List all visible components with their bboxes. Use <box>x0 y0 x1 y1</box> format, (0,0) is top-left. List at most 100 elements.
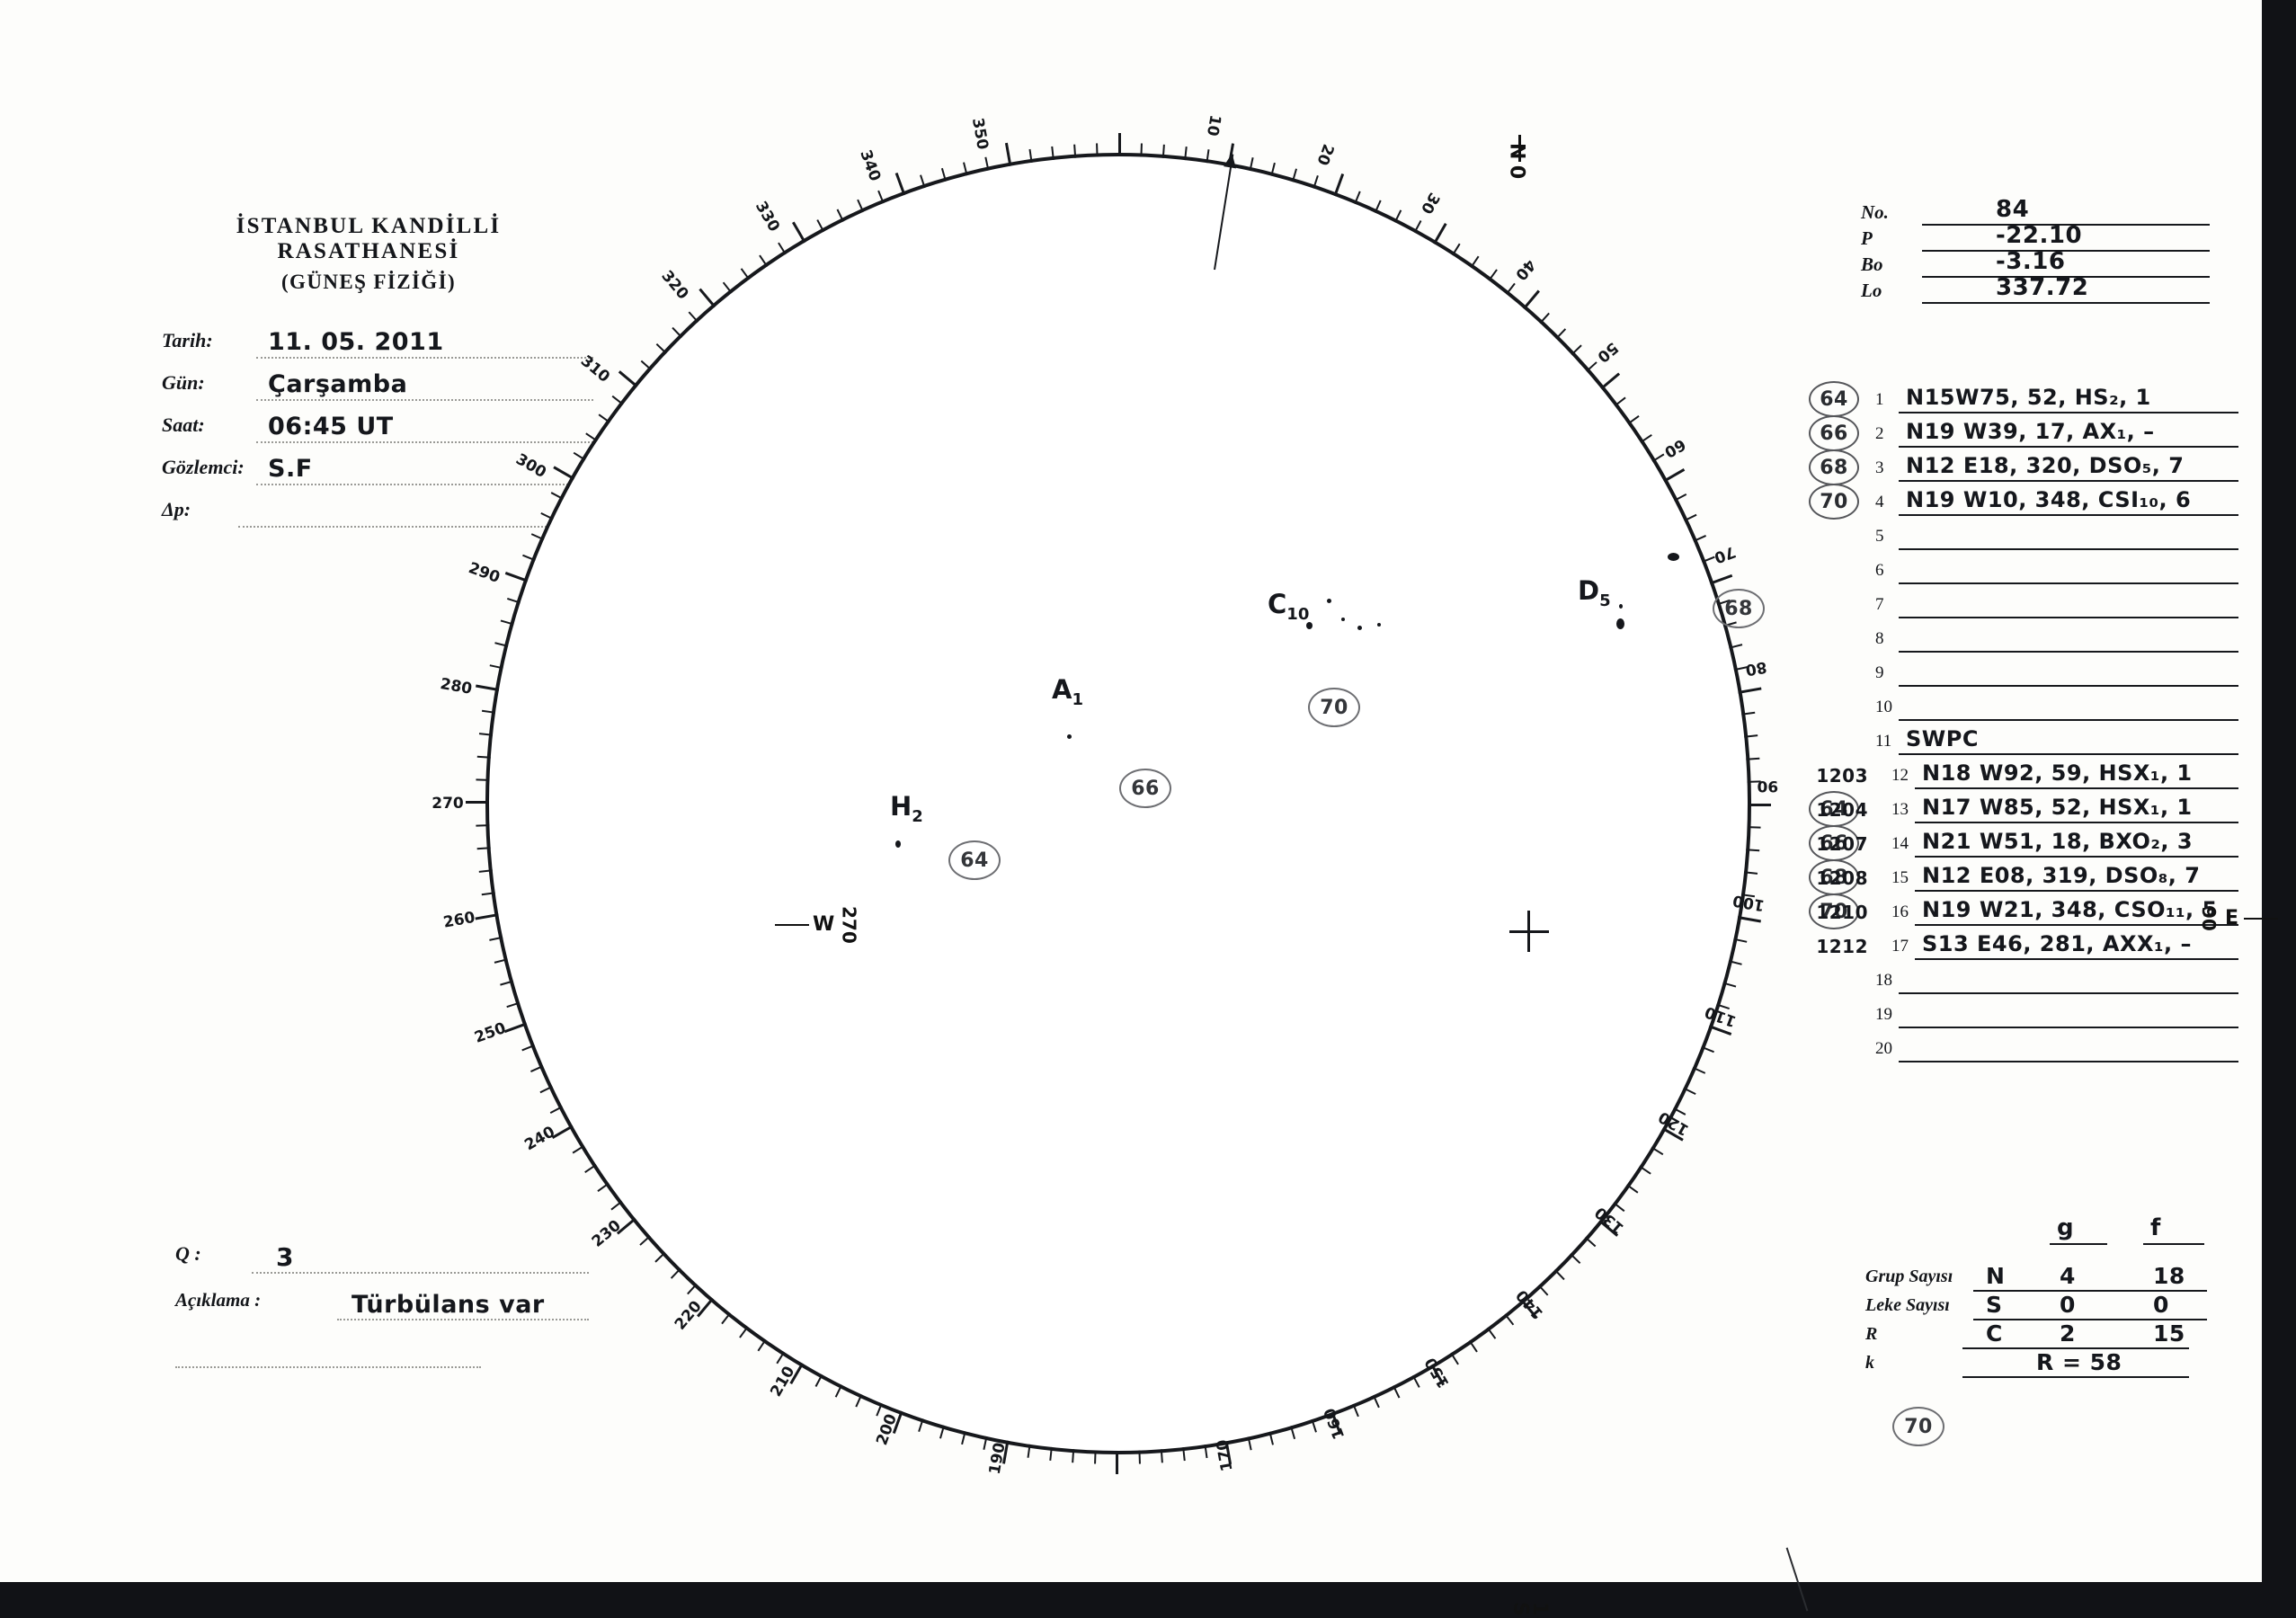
group-row[interactable]: 8 <box>1825 621 2238 655</box>
group-row-region-number: 1204 <box>1816 799 1868 821</box>
observatory-name: İSTANBUL KANDİLLİ RASATHANESİ <box>236 214 502 263</box>
degree-tick-minor <box>476 824 490 827</box>
observatory-heading: İSTANBUL KANDİLLİ RASATHANESİ (GÜNEŞ FİZ… <box>157 214 580 294</box>
param-p[interactable]: P -22.10 <box>1861 222 2210 252</box>
summary-row-spot-count[interactable]: Leke Sayısı S 0 0 <box>1865 1292 2225 1320</box>
degree-tick-minor <box>539 1085 553 1094</box>
group-row[interactable]: 11 SWPC <box>1825 724 2238 758</box>
group-row[interactable]: 7 <box>1825 587 2238 621</box>
summary-row-k-label: k <box>1865 1353 1874 1373</box>
degree-tick-minor <box>572 1144 585 1154</box>
field-delta-p[interactable]: Δp: <box>162 493 593 535</box>
summary-row-k-rule <box>1962 1376 2189 1378</box>
paper-sheet: İSTANBUL KANDİLLİ RASATHANESİ (GÜNEŞ FİZ… <box>0 0 2262 1582</box>
field-note-rule <box>337 1319 589 1320</box>
degree-label: 140 <box>1512 1285 1548 1322</box>
group-row-index: 11 <box>1875 732 1892 751</box>
field-delta-p-rule <box>238 526 593 528</box>
field-note[interactable]: Açıklama : Türbülans var <box>175 1283 589 1329</box>
group-row[interactable]: 66 2 N19 W39, 17, AX₁, – <box>1809 415 2238 451</box>
field-saat[interactable]: Saat: 06:45 UT <box>162 408 593 450</box>
group-row[interactable]: 70 4 N19 W10, 348, CSI₁₀, 6 <box>1809 484 2238 520</box>
degree-tick-major <box>792 221 806 244</box>
circled-annotation: 66 <box>1119 769 1171 808</box>
degree-label: 160 <box>1321 1405 1349 1442</box>
west-leader-line <box>775 923 809 926</box>
degree-tick-major <box>466 801 489 804</box>
summary-row-k[interactable]: k R = 58 <box>1865 1349 2225 1378</box>
group-row[interactable]: 5 <box>1825 519 2238 553</box>
summary-row-r-rule <box>1962 1347 2189 1349</box>
degree-tick-minor <box>640 360 653 371</box>
degree-label: 330 <box>751 198 783 236</box>
group-row[interactable]: 68 1208 15 N12 E08, 319, DSO₈, 7 <box>1809 859 2238 895</box>
group-row[interactable]: 1203 12 N18 W92, 59, HSX₁, 1 <box>1816 758 2238 792</box>
degree-tick-minor <box>1683 1087 1696 1096</box>
param-bo[interactable]: Bo -3.16 <box>1861 248 2210 278</box>
param-lo[interactable]: Lo 337.72 <box>1861 274 2210 304</box>
sunspot-mark <box>1619 604 1623 609</box>
summary-row-group-count[interactable]: Grup Sayısı N 4 18 <box>1865 1263 2225 1292</box>
degree-tick-minor <box>522 554 536 562</box>
group-row-rule <box>1899 617 2238 618</box>
group-row[interactable]: 6 <box>1825 553 2238 587</box>
group-row[interactable]: 9 <box>1825 655 2238 689</box>
degree-tick-minor <box>654 1251 666 1263</box>
group-row-circled-badge: 70 <box>1809 484 1859 520</box>
group-row[interactable]: 20 <box>1825 1031 2238 1065</box>
degree-tick-minor <box>1692 1066 1706 1074</box>
degree-tick-minor <box>1626 1184 1639 1194</box>
group-row-index: 13 <box>1891 800 1909 819</box>
group-row-index: 1 <box>1875 390 1884 409</box>
degree-tick-minor <box>1640 433 1652 444</box>
group-row[interactable]: 1212 17 S13 E46, 281, AXX₁, – <box>1816 929 2238 963</box>
field-gozlemci-label: Gözlemci: <box>162 456 245 478</box>
group-row[interactable]: 68 3 N12 E18, 320, DSO₅, 7 <box>1809 449 2238 485</box>
group-row[interactable]: 70 1210 16 N19 W21, 348, CSO₁₁, 5 <box>1809 893 2238 929</box>
sunspot-group-count: 5 <box>1599 591 1611 610</box>
field-gun[interactable]: Gün: Çarşamba <box>162 366 593 408</box>
summary-header-g: g <box>2057 1214 2075 1241</box>
degree-tick-minor <box>506 1001 521 1009</box>
degree-tick-major <box>618 370 638 388</box>
field-gun-value: Çarşamba <box>268 370 408 398</box>
field-note-overflow-rule[interactable] <box>175 1366 481 1368</box>
degree-tick-major <box>476 684 500 691</box>
degree-tick-minor <box>639 1235 651 1246</box>
group-row[interactable]: 64 1 N15W75, 52, HS₂, 1 <box>1809 381 2238 417</box>
summary-row-group-count-c3: 18 <box>2153 1263 2185 1289</box>
param-no[interactable]: No. 84 <box>1861 196 2210 226</box>
group-row[interactable]: 18 <box>1825 963 2238 997</box>
degree-tick-minor <box>670 1267 681 1279</box>
degree-label: 190 <box>985 1441 1010 1476</box>
degree-tick-minor <box>478 733 494 736</box>
group-row[interactable]: 64 1204 13 N17 W85, 52, HSX₁, 1 <box>1809 791 2238 827</box>
degree-tick-major <box>553 466 575 480</box>
summary-row-r[interactable]: R C 2 15 <box>1865 1320 2225 1349</box>
degree-label: 30 <box>1417 189 1444 218</box>
degree-tick-minor <box>1584 1236 1597 1248</box>
degree-label: 220 <box>671 1297 706 1334</box>
degree-tick-minor <box>597 1182 610 1193</box>
degree-tick-minor <box>1651 1146 1664 1156</box>
degree-tick-minor <box>549 1106 563 1115</box>
group-row[interactable]: 66 1207 14 N21 W51, 18, BXO₂, 3 <box>1809 825 2238 861</box>
degree-tick-minor <box>688 311 699 323</box>
degree-tick-minor <box>1614 396 1626 407</box>
group-row-index: 7 <box>1875 595 1884 614</box>
group-row[interactable]: 10 <box>1825 689 2238 724</box>
degree-label: 290 <box>466 559 503 587</box>
field-tarih[interactable]: Tarih: 11. 05. 2011 <box>162 324 593 366</box>
summary-row-r-c3: 15 <box>2153 1320 2185 1347</box>
sunspot-mark <box>1357 626 1362 630</box>
group-row-rule <box>1915 856 2238 858</box>
group-row[interactable]: 19 <box>1825 997 2238 1031</box>
degree-tick-minor <box>1733 938 1748 943</box>
field-quality[interactable]: Q : 3 <box>175 1236 589 1283</box>
cardinal-north-label: 0 N <box>1508 142 1531 180</box>
field-gozlemci[interactable]: Gözlemci: S.F <box>162 450 593 493</box>
degree-tick-minor <box>1627 414 1640 425</box>
summary-row-spot-count-c1: S <box>1986 1292 2003 1318</box>
field-saat-value: 06:45 UT <box>268 413 394 440</box>
degree-tick-major <box>1600 372 1621 390</box>
